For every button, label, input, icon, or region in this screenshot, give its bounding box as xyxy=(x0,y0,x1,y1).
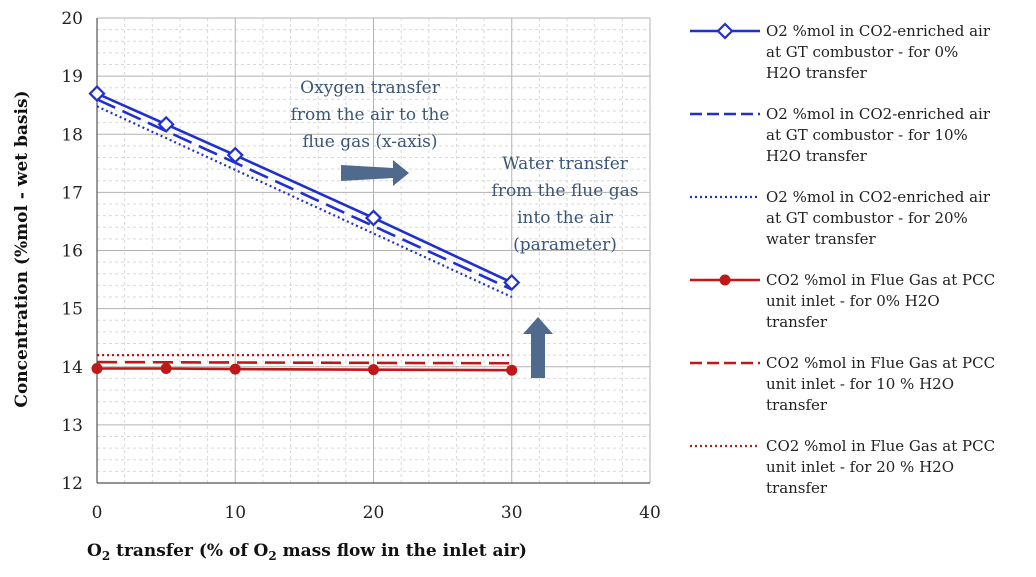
legend-label-line: O2 %mol in CO2-enriched air xyxy=(766,105,991,123)
legend-label-line: at GT combustor - for 20% xyxy=(766,209,968,227)
y-tick-label: 19 xyxy=(61,67,83,87)
x-tick-label: 10 xyxy=(224,503,246,523)
annotation-line: Oxygen transfer xyxy=(300,78,441,98)
series-4 xyxy=(91,362,518,376)
data-point xyxy=(364,209,383,227)
legend-label-line: unit inlet - for 10 % H2O xyxy=(766,375,954,393)
legend-label-line: at GT combustor - for 0% xyxy=(766,43,958,61)
series-3 xyxy=(96,105,513,298)
x-tick-label: 40 xyxy=(639,503,661,523)
arrow-up xyxy=(523,317,553,378)
legend-item: O2 %mol in CO2-enriched air at GT combust… xyxy=(690,22,991,82)
annotation-line: (parameter) xyxy=(513,235,617,255)
legend-label-line: unit inlet - for 0% H2O xyxy=(766,292,940,310)
x-axis-title-part: transfer (% of O xyxy=(110,541,268,561)
annotation-water-transfer: Water transfer from the flue gas into the … xyxy=(492,154,639,255)
legend-marker xyxy=(716,22,734,40)
legend-label-line: transfer xyxy=(766,396,828,414)
series-line xyxy=(97,367,512,372)
arrows xyxy=(341,160,553,378)
y-axis-title: Concentration (%mol - wet basis) xyxy=(12,90,32,407)
annotation-line: into the air xyxy=(517,208,614,228)
legend-label-line: H2O transfer xyxy=(766,147,868,165)
series-5 xyxy=(96,360,512,365)
legend-label-line: CO2 %mol in Flue Gas at PCC xyxy=(766,437,995,455)
data-point xyxy=(506,364,518,376)
legend-item: O2 %mol in CO2-enriched air at GT combust… xyxy=(690,105,991,165)
legend-item: CO2 %mol in Flue Gas at PCC unit inlet - … xyxy=(690,271,995,331)
y-tick-label: 16 xyxy=(61,242,83,262)
legend-item: O2 %mol in CO2-enriched air at GT combust… xyxy=(690,188,991,248)
y-tick-label: 13 xyxy=(61,416,83,436)
legend-label: CO2 %mol in Flue Gas at PCC unit inlet - … xyxy=(766,354,995,414)
y-tick-label: 18 xyxy=(61,125,83,145)
legend-marker xyxy=(719,274,731,286)
x-axis-title-part: 2 xyxy=(268,549,276,563)
legend-label-line: transfer xyxy=(766,479,828,497)
x-tick-labels: 0 10 20 30 40 xyxy=(92,503,661,523)
legend-label-line: at GT combustor - for 10% xyxy=(766,126,968,144)
x-tick-label: 20 xyxy=(363,503,385,523)
annotation-line: from the flue gas xyxy=(492,181,639,201)
arrow-right xyxy=(341,160,409,186)
series-1 xyxy=(88,85,521,292)
data-point xyxy=(160,362,172,374)
legend-label-line: transfer xyxy=(766,313,828,331)
legend-label-line: O2 %mol in CO2-enriched air xyxy=(766,188,991,206)
annotation-line: Water transfer xyxy=(502,154,629,174)
data-point xyxy=(157,115,175,133)
x-tick-label: 0 xyxy=(92,503,103,523)
y-tick-label: 15 xyxy=(61,300,83,320)
legend-label: CO2 %mol in Flue Gas at PCC unit inlet - … xyxy=(766,271,995,331)
legend-label-line: H2O transfer xyxy=(766,64,868,82)
legend-label-line: CO2 %mol in Flue Gas at PCC xyxy=(766,271,995,289)
legend-label-line: water transfer xyxy=(766,230,877,248)
y-tick-label: 17 xyxy=(61,183,83,203)
legend-label-line: unit inlet - for 20 % H2O xyxy=(766,458,954,476)
legend-label: O2 %mol in CO2-enriched air at GT combust… xyxy=(766,105,991,165)
legend-item: CO2 %mol in Flue Gas at PCC unit inlet - … xyxy=(690,354,995,414)
y-tick-label: 14 xyxy=(61,358,83,378)
annotation-line: from the air to the xyxy=(291,105,450,125)
y-tick-labels: 12 13 14 15 16 17 18 19 20 xyxy=(61,9,83,494)
series-line xyxy=(96,105,513,298)
data-point xyxy=(91,362,103,374)
series-group xyxy=(88,85,521,376)
legend-label-line: CO2 %mol in Flue Gas at PCC xyxy=(766,354,995,372)
legend-item: CO2 %mol in Flue Gas at PCC unit inlet - … xyxy=(690,437,995,497)
series-line xyxy=(96,98,513,291)
y-tick-label: 12 xyxy=(61,474,83,494)
data-point xyxy=(229,363,241,375)
data-point xyxy=(368,364,379,376)
x-axis-title-part: O xyxy=(87,541,102,561)
y-tick-label: 20 xyxy=(61,9,83,29)
legend-label: O2 %mol in CO2-enriched air at GT combust… xyxy=(766,22,991,82)
legend-label: CO2 %mol in Flue Gas at PCC unit inlet - … xyxy=(766,437,995,497)
annotation-oxygen-transfer: Oxygen transfer from the air to the flue g… xyxy=(291,78,450,152)
legend-label: O2 %mol in CO2-enriched air at GT combust… xyxy=(766,188,991,248)
x-axis-title-part: mass flow in the inlet air) xyxy=(277,541,527,561)
series-2 xyxy=(96,98,513,291)
legend: O2 %mol in CO2-enriched air at GT combust… xyxy=(690,22,995,497)
annotation-line: flue gas (x-axis) xyxy=(302,132,437,152)
data-point xyxy=(88,85,106,103)
x-axis-title: O2 transfer (% of O2 mass flow in the in… xyxy=(87,541,527,563)
x-axis-title-part: 2 xyxy=(102,549,110,563)
legend-label-line: O2 %mol in CO2-enriched air xyxy=(766,22,991,40)
data-point xyxy=(503,273,521,292)
x-tick-label: 30 xyxy=(501,503,523,523)
series-line xyxy=(96,360,512,365)
